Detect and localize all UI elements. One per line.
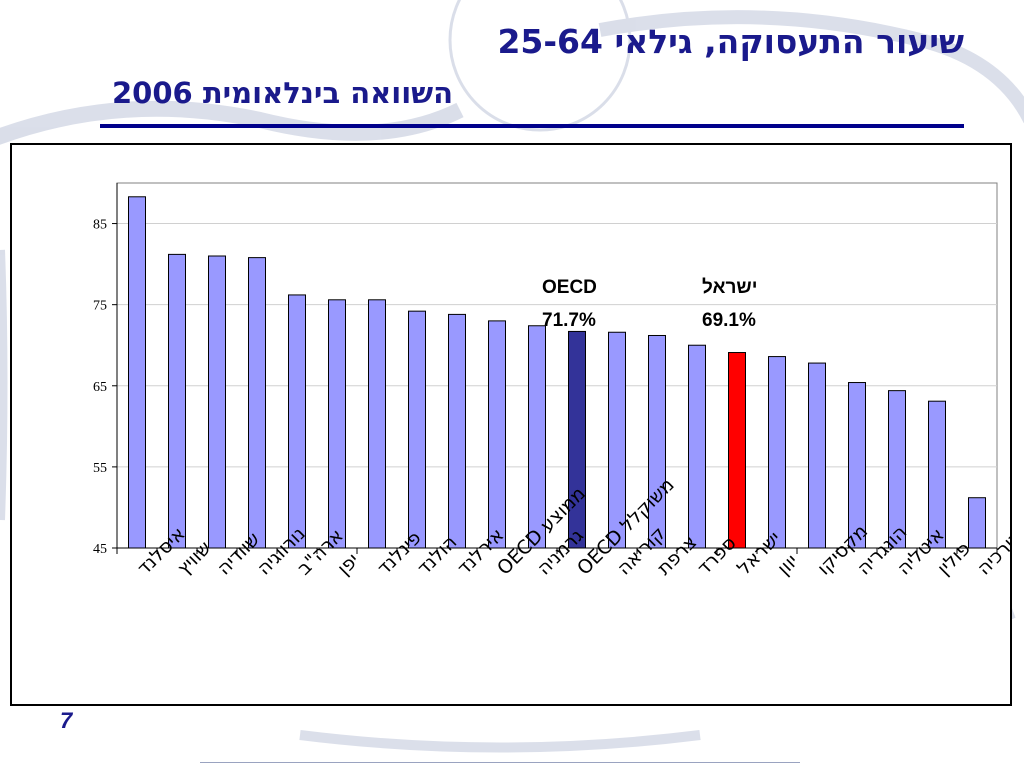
annotation-line: 69.1% [702, 310, 756, 331]
footer-line [200, 762, 800, 763]
bar-15 [728, 352, 746, 549]
bar-9 [488, 320, 506, 549]
bar-4 [288, 294, 306, 549]
bar-16 [768, 356, 786, 549]
bar-14 [688, 344, 706, 549]
annotation-line: OECD [542, 277, 597, 298]
bar-5 [328, 299, 346, 549]
bar-17 [808, 362, 826, 549]
page-number: 7 [60, 708, 73, 733]
bar-6 [368, 299, 386, 549]
bars [128, 196, 986, 549]
x-tick-label: יוון [773, 550, 803, 580]
bar-7 [408, 310, 426, 549]
y-tick-labels: 45 55 65 75 85 [93, 218, 107, 557]
x-tick-label: יפן [333, 549, 364, 580]
bar-0 [128, 196, 146, 549]
y-tick-label: 75 [93, 299, 107, 314]
bar-8 [448, 313, 466, 549]
title-underline [100, 124, 964, 128]
annotations: OECD 71.7% ישראל 69.1% [542, 277, 757, 331]
y-tick-label: 55 [93, 461, 107, 476]
annotation-line: 71.7% [542, 310, 596, 331]
bar-2 [208, 255, 226, 549]
axes [116, 183, 998, 554]
slide-title: שיעור התעסוקה, גילאי 25-64 [497, 22, 964, 61]
bar-21 [968, 497, 986, 549]
chart-frame: 45 55 65 75 85 איסלנד שוויץ שוודיה נורווגיה ארה"… [10, 143, 1012, 706]
annotation-line: ישראל [702, 277, 757, 298]
bar-3 [248, 257, 266, 549]
slide-subtitle: השוואה בינלאומית 2006 [112, 76, 454, 110]
y-tick-label: 45 [93, 542, 107, 557]
y-tick-label: 85 [93, 218, 107, 233]
bar-1 [168, 253, 186, 549]
y-tick-label: 65 [93, 380, 107, 395]
